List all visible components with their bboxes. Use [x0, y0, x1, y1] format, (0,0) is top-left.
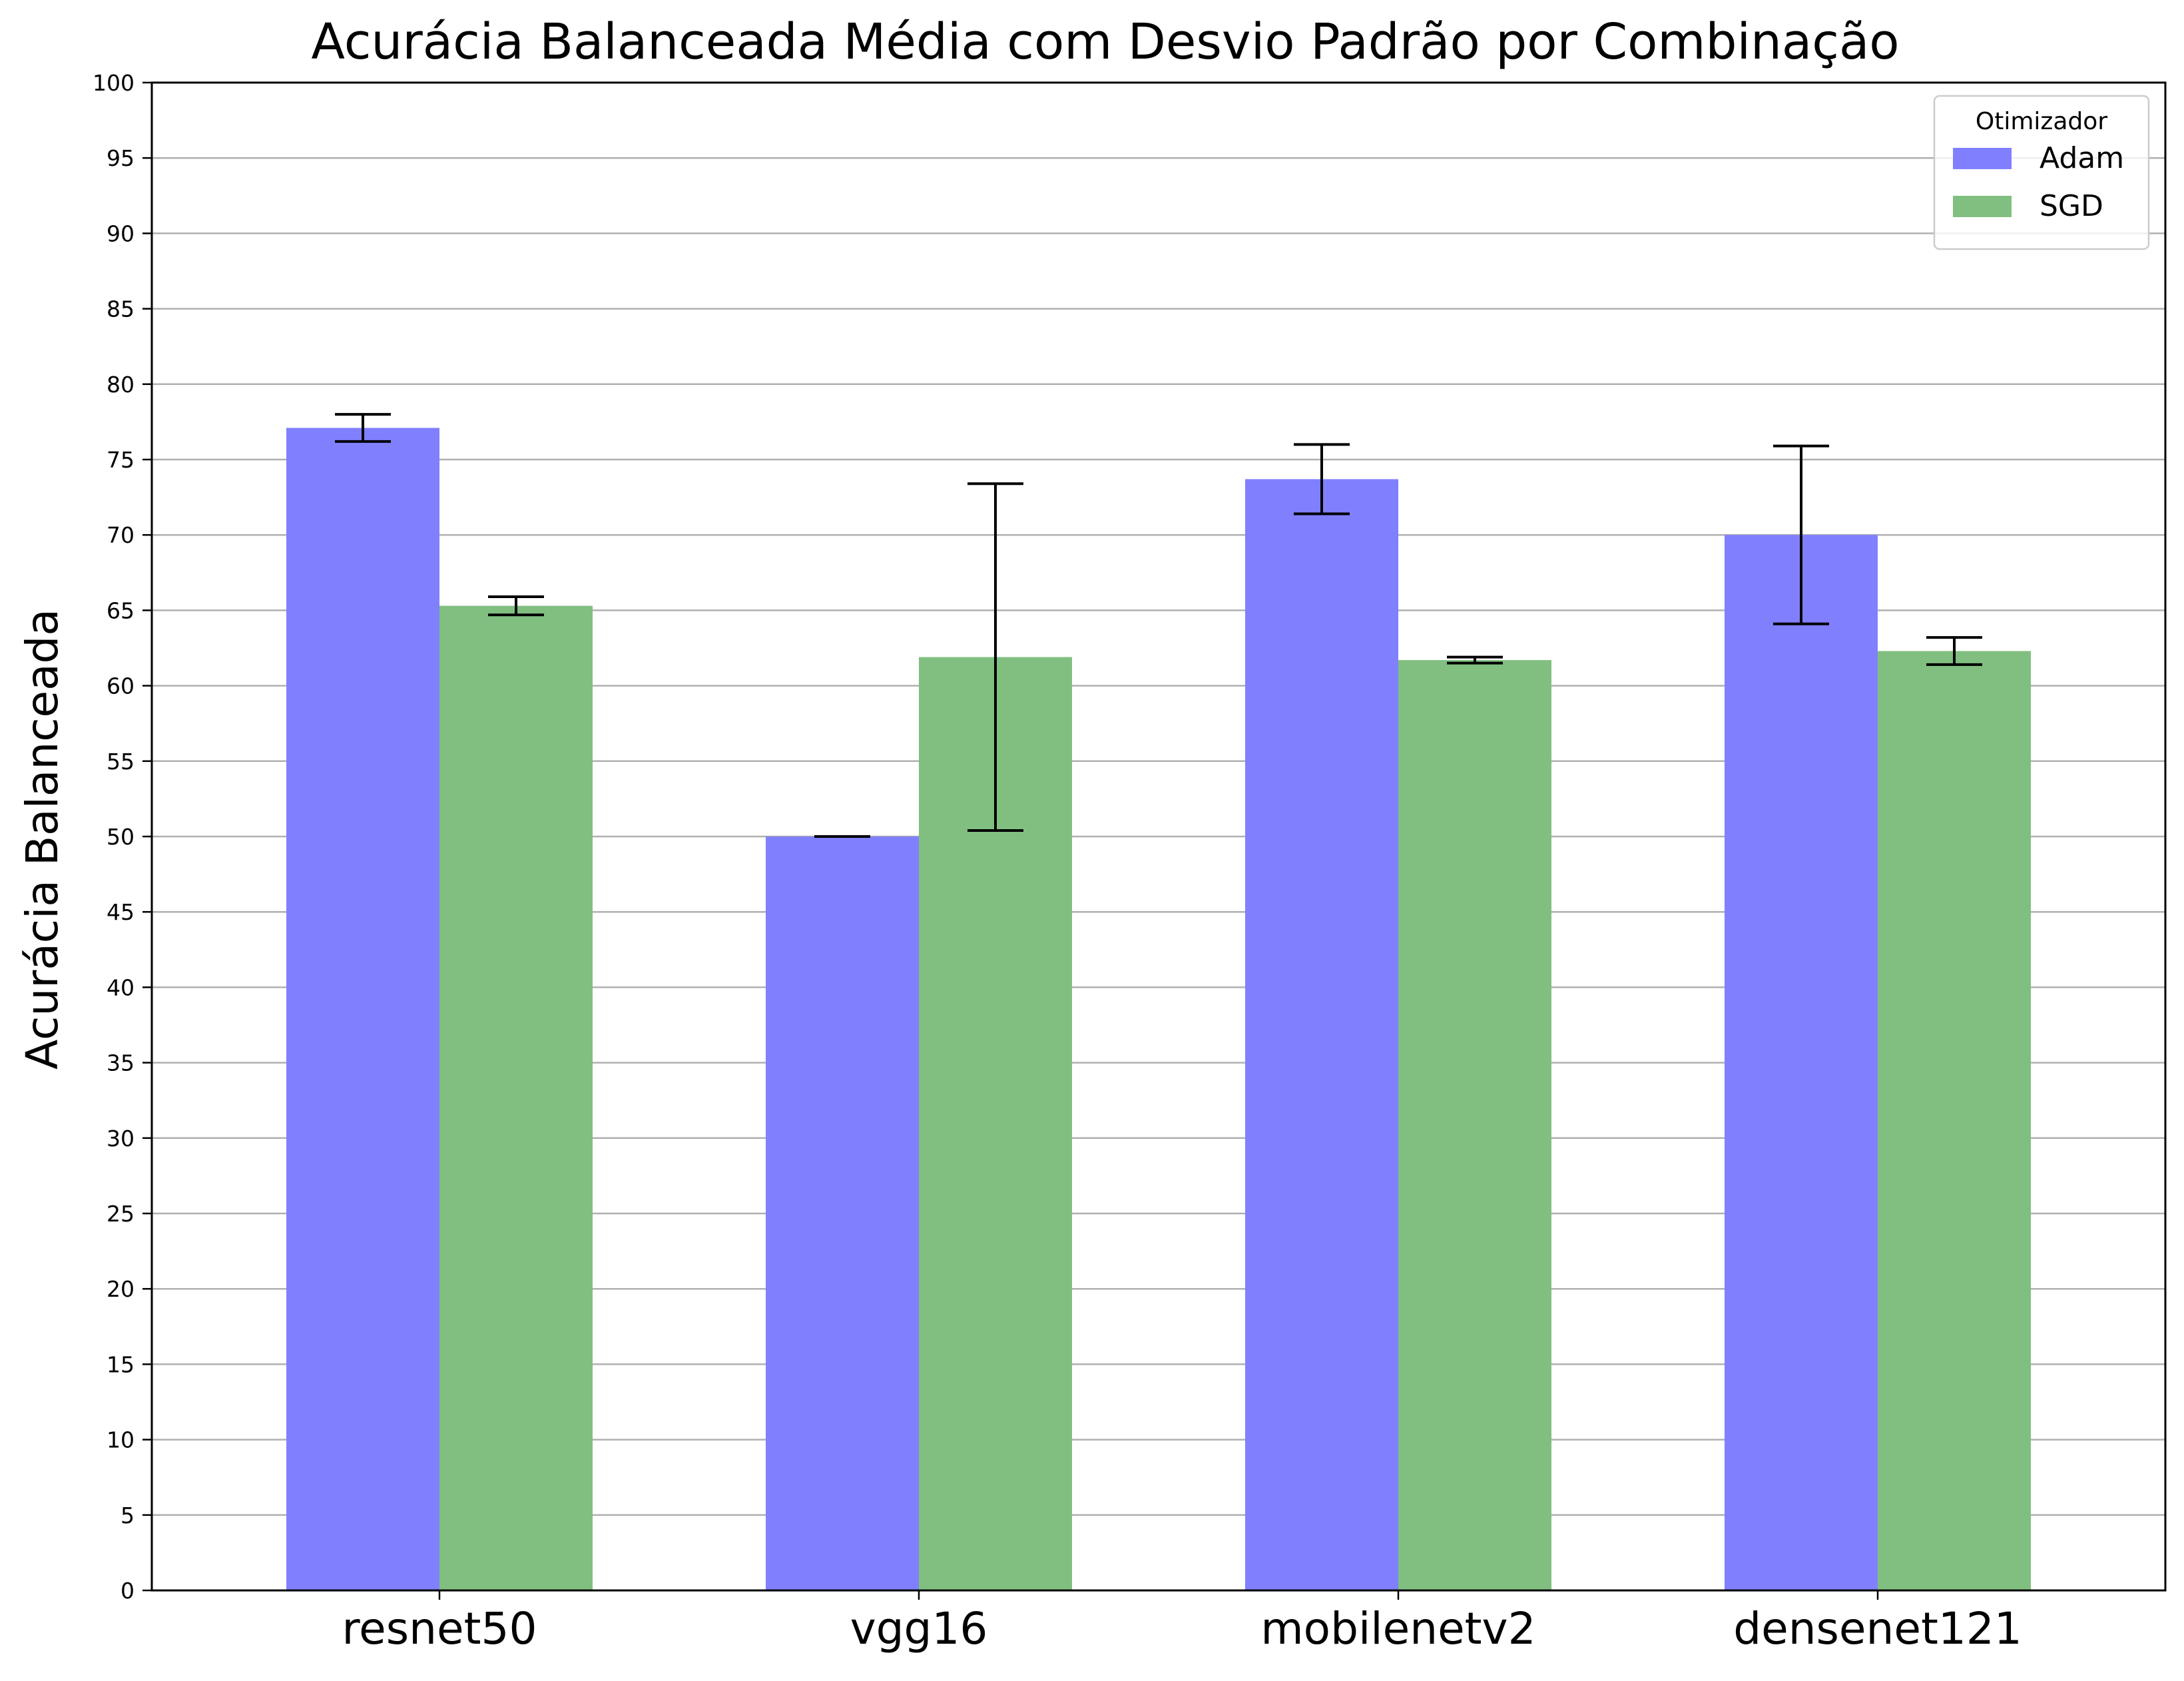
bar	[1878, 651, 2031, 1590]
bar	[1245, 479, 1398, 1590]
y-tick-label: 80	[107, 372, 135, 398]
y-tick-label: 70	[107, 522, 135, 548]
y-tick-label: 10	[107, 1427, 135, 1453]
y-tick-label: 75	[107, 447, 135, 473]
bar	[286, 428, 439, 1590]
y-tick-label: 65	[107, 597, 135, 623]
y-tick-label: 15	[107, 1351, 135, 1377]
legend-label: Adam	[2040, 141, 2124, 175]
y-tick-label: 0	[121, 1578, 135, 1604]
legend-title: Otimizador	[1976, 108, 2107, 135]
y-tick-label: 60	[107, 673, 135, 699]
legend: Otimizador Adam SGD	[1933, 95, 2150, 250]
x-tick-label: mobilenetv2	[1260, 1603, 1535, 1654]
x-tick-label: densenet121	[1733, 1603, 2022, 1654]
y-tick-label: 85	[107, 296, 135, 322]
y-tick-label: 20	[107, 1276, 135, 1302]
bars	[286, 428, 2031, 1591]
y-axis-label: Acurácia Balanceada	[17, 609, 68, 1070]
axes: 0 5 10 15 20 25 30 35 40 45 50 55 60 65 70 75 80 85 90 95 10…	[93, 70, 2167, 1654]
bar	[1398, 660, 1551, 1590]
bar	[439, 605, 593, 1591]
chart-title: Acurácia Balanceada Média com Desvio Pad…	[311, 13, 1899, 71]
y-tick-label: 30	[107, 1126, 135, 1152]
y-tick-label: 45	[107, 899, 135, 925]
legend-swatch	[1953, 196, 2012, 217]
y-tick-label: 35	[107, 1050, 135, 1076]
x-tick-label: vgg16	[850, 1603, 988, 1654]
y-tick-label: 25	[107, 1201, 135, 1227]
y-tick-label: 95	[107, 145, 135, 171]
y-tick-label: 5	[121, 1503, 135, 1528]
error-bars	[335, 413, 1982, 838]
x-tick-label: resnet50	[342, 1603, 537, 1654]
y-tick-label: 40	[107, 974, 135, 1000]
plot-frame	[150, 81, 2167, 1592]
y-tick-label: 100	[93, 70, 135, 96]
bar	[1725, 535, 1878, 1591]
y-tick-label: 55	[107, 749, 135, 775]
legend-swatch	[1953, 148, 2012, 169]
y-tick-label: 90	[107, 220, 135, 246]
bar	[766, 837, 919, 1590]
y-tick-label: 50	[107, 824, 135, 850]
legend-label: SGD	[2040, 189, 2103, 223]
